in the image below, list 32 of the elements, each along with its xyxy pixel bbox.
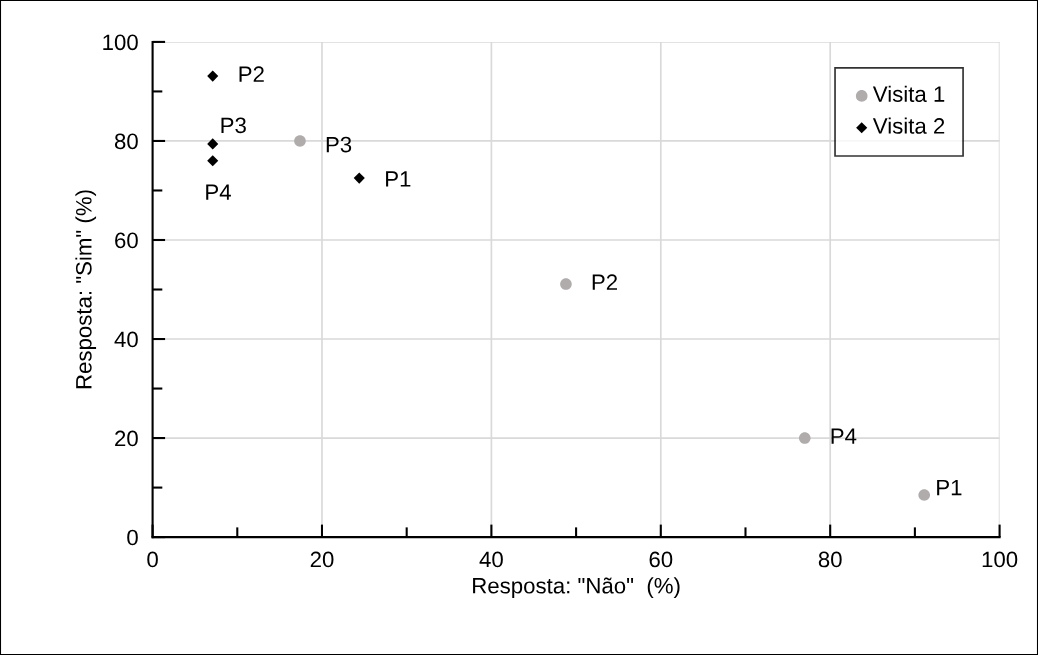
y-axis-title: Resposta: "Sim" (%) <box>75 190 97 389</box>
annotation: P4 <box>831 428 857 444</box>
x-tick-label: 20 <box>310 551 334 568</box>
y-tick-label: 20 <box>115 430 138 447</box>
point <box>353 172 365 184</box>
x-tick-label: 80 <box>818 551 842 568</box>
point <box>207 155 219 167</box>
point <box>918 489 931 501</box>
point <box>798 432 811 444</box>
x-tick-label: 0 <box>147 551 158 568</box>
x-tick-label: 60 <box>649 551 673 568</box>
y-tick-label: 80 <box>114 133 138 150</box>
annotation: P3 <box>326 136 352 153</box>
x-tick-label: 40 <box>479 551 503 568</box>
y-tick-label: 100 <box>103 34 138 51</box>
point <box>294 135 306 147</box>
y-tick-label: 60 <box>115 232 138 249</box>
point <box>560 278 572 290</box>
point <box>207 138 219 150</box>
annotation: P1 <box>386 171 411 187</box>
x-tick-label: 100 <box>982 551 1018 568</box>
annotation: P2 <box>592 274 617 290</box>
point <box>207 70 219 82</box>
annotation: P2 <box>239 66 264 82</box>
annotation: P4 <box>206 184 231 200</box>
y-tick-label: 40 <box>114 331 138 348</box>
y-tick-label: 0 <box>127 529 138 546</box>
legend-label: Visita 1 <box>872 85 945 102</box>
x-axis-title: Resposta: "Não" (%) <box>473 577 680 598</box>
annotation: P3 <box>221 117 246 134</box>
annotation: P1 <box>937 479 962 496</box>
legend-label: Visita 2 <box>872 117 945 134</box>
